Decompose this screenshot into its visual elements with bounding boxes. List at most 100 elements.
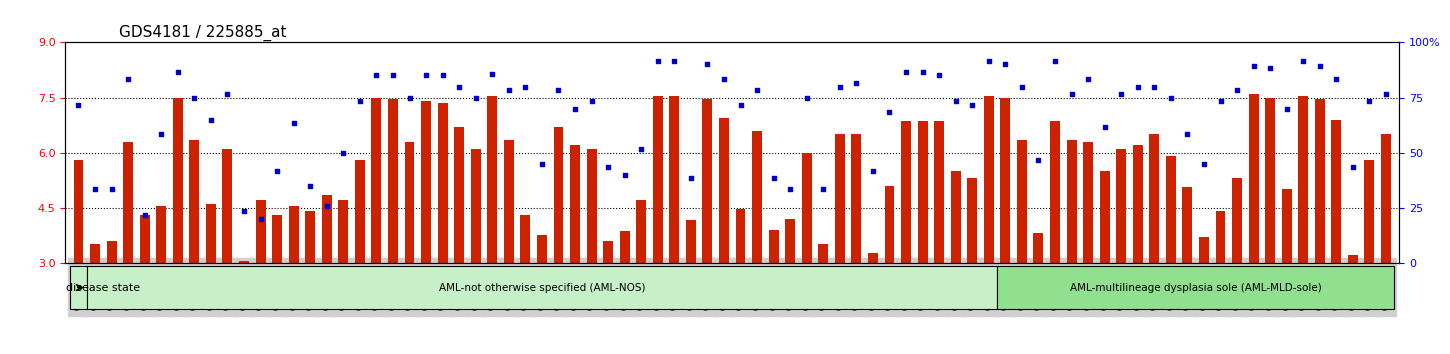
Point — [928, 73, 951, 78]
Point — [1357, 98, 1380, 104]
Point — [283, 120, 306, 126]
Bar — [1232, 178, 1243, 263]
Point — [448, 84, 471, 89]
Point — [1209, 98, 1232, 104]
Point — [547, 87, 570, 93]
Point — [381, 73, 405, 78]
Bar — [1248, 94, 1259, 263]
Point — [1159, 95, 1182, 100]
Point — [1027, 157, 1050, 163]
FancyBboxPatch shape — [70, 266, 87, 309]
Bar — [371, 97, 381, 263]
Point — [1275, 106, 1298, 112]
Point — [729, 102, 753, 108]
Point — [1109, 91, 1132, 97]
Bar — [900, 121, 911, 263]
Point — [895, 69, 918, 75]
Bar — [652, 96, 663, 263]
Bar — [1116, 149, 1127, 263]
Bar — [306, 211, 315, 263]
Point — [1225, 87, 1248, 93]
Point — [745, 87, 769, 93]
Text: GDS4181 / 225885_at: GDS4181 / 225885_at — [119, 25, 286, 41]
Bar — [1083, 142, 1093, 263]
Bar — [273, 215, 283, 263]
Bar — [686, 221, 696, 263]
Point — [1292, 58, 1315, 64]
Point — [232, 209, 255, 214]
Point — [944, 98, 967, 104]
Bar — [74, 160, 84, 263]
Bar — [1050, 121, 1060, 263]
Point — [1093, 124, 1116, 130]
Point — [1192, 161, 1215, 166]
Bar — [190, 140, 199, 263]
Bar — [851, 134, 861, 263]
Point — [679, 175, 702, 181]
Point — [993, 62, 1016, 67]
Bar — [587, 149, 596, 263]
Bar — [1016, 140, 1027, 263]
Bar — [123, 142, 133, 263]
Bar — [768, 230, 779, 263]
Point — [877, 109, 900, 115]
Point — [647, 58, 670, 64]
Bar — [570, 145, 580, 263]
Bar — [1034, 233, 1044, 263]
Point — [199, 117, 222, 122]
Bar — [918, 121, 928, 263]
Point — [480, 71, 503, 76]
Point — [513, 84, 536, 89]
Bar — [1348, 255, 1357, 263]
Bar — [487, 96, 497, 263]
Bar — [471, 149, 481, 263]
Bar — [1315, 99, 1325, 263]
Bar — [735, 210, 745, 263]
Bar — [1282, 189, 1292, 263]
Point — [100, 187, 123, 192]
Bar — [702, 99, 712, 263]
Point — [365, 73, 389, 78]
Bar — [1331, 120, 1341, 263]
Point — [397, 95, 420, 100]
Bar — [1266, 97, 1275, 263]
Point — [67, 102, 90, 108]
Bar — [1380, 134, 1391, 263]
Bar — [670, 96, 679, 263]
Point — [216, 91, 239, 97]
Bar — [1067, 140, 1076, 263]
Point — [861, 168, 884, 174]
Bar — [206, 204, 216, 263]
Bar — [322, 195, 332, 263]
Point — [116, 76, 139, 82]
Bar — [603, 241, 613, 263]
Bar — [1099, 171, 1109, 263]
Bar — [1298, 96, 1308, 263]
Bar — [1199, 237, 1209, 263]
Point — [580, 98, 603, 104]
Point — [1243, 63, 1266, 69]
Point — [977, 58, 1000, 64]
Point — [564, 106, 587, 112]
Point — [167, 69, 190, 75]
Text: AML-multilineage dysplasia sole (AML-MLD-sole): AML-multilineage dysplasia sole (AML-MLD… — [1070, 282, 1321, 292]
Bar — [239, 261, 249, 263]
Bar — [389, 99, 397, 263]
Bar — [355, 160, 365, 263]
Bar — [222, 149, 232, 263]
Bar — [1182, 187, 1192, 263]
Point — [431, 73, 454, 78]
Bar — [802, 153, 812, 263]
Bar — [1166, 156, 1176, 263]
Point — [1308, 63, 1331, 69]
Point — [828, 84, 851, 89]
Bar — [157, 206, 167, 263]
Text: AML-not otherwise specified (AML-NOS): AML-not otherwise specified (AML-NOS) — [439, 282, 645, 292]
Bar — [951, 171, 961, 263]
Point — [1044, 58, 1067, 64]
Bar — [967, 178, 977, 263]
Point — [149, 131, 173, 137]
Bar — [438, 103, 448, 263]
Bar — [1364, 160, 1375, 263]
Bar — [139, 215, 149, 263]
